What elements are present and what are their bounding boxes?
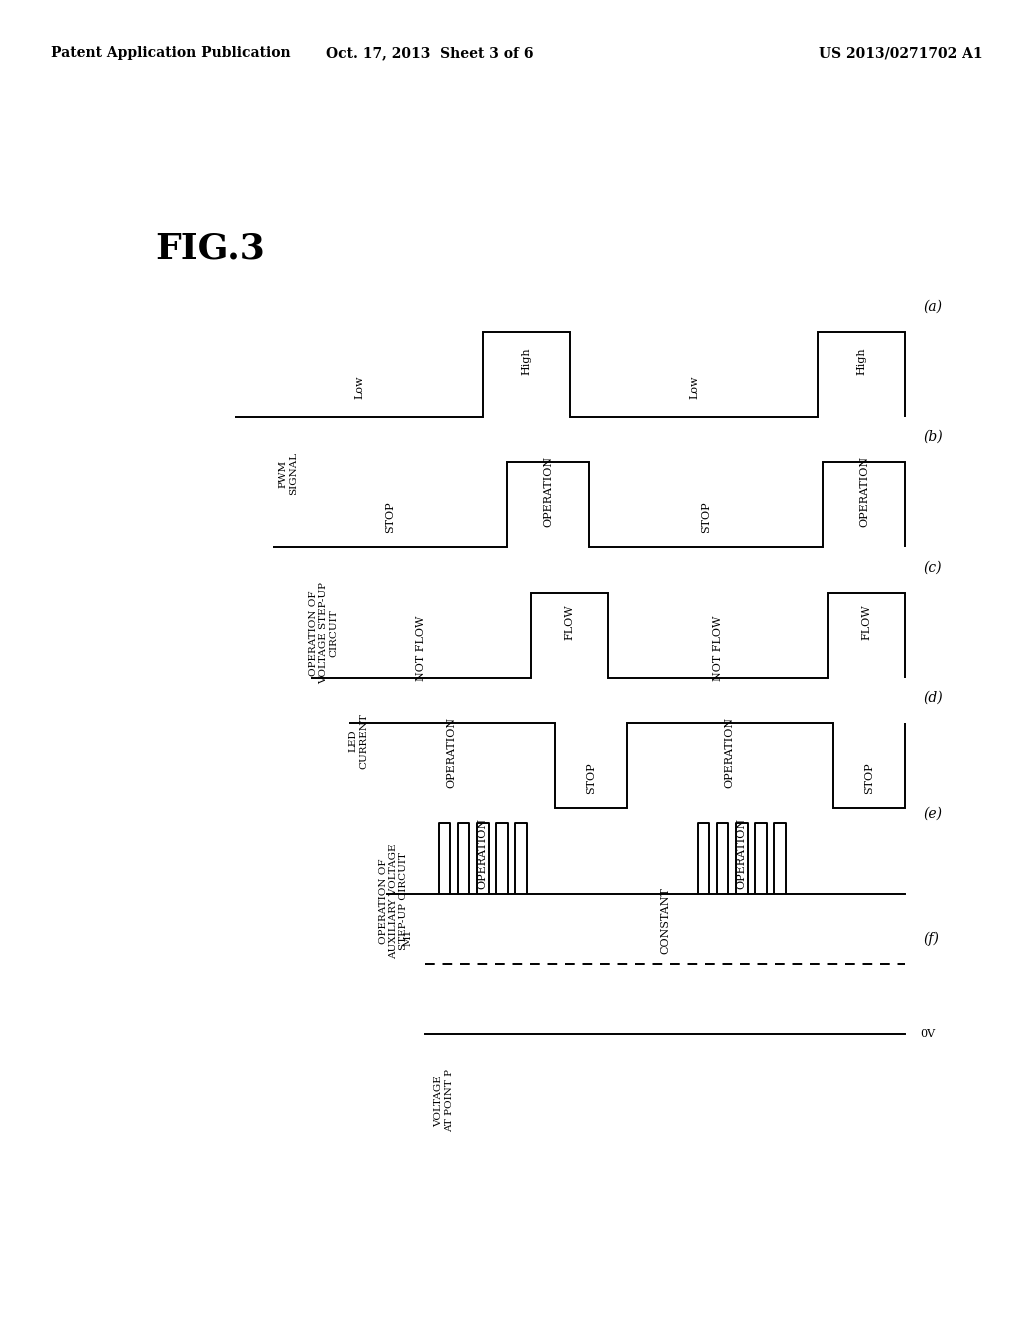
Text: (d): (d) <box>923 690 943 705</box>
Text: (b): (b) <box>923 430 943 444</box>
Text: Oct. 17, 2013  Sheet 3 of 6: Oct. 17, 2013 Sheet 3 of 6 <box>327 46 534 61</box>
Text: STOP: STOP <box>700 502 711 533</box>
Text: (c): (c) <box>923 561 941 574</box>
Text: OPERATION OF
VOLTAGE STEP-UP
CIRCUIT: OPERATION OF VOLTAGE STEP-UP CIRCUIT <box>308 582 339 685</box>
Text: NOT FLOW: NOT FLOW <box>713 615 723 681</box>
Text: OPERATION: OPERATION <box>737 818 746 888</box>
Text: VOLTAGE
AT POINT P: VOLTAGE AT POINT P <box>434 1069 454 1133</box>
Text: STOP: STOP <box>864 763 873 795</box>
Text: STOP: STOP <box>385 502 395 533</box>
Text: OPERATION: OPERATION <box>859 457 869 528</box>
Text: (e): (e) <box>923 807 942 820</box>
Text: High: High <box>856 347 866 375</box>
Text: OPERATION OF
AUXILIARY VOLTAGE
STEP-UP CIRCUIT: OPERATION OF AUXILIARY VOLTAGE STEP-UP C… <box>379 843 409 958</box>
Text: (f): (f) <box>923 932 939 946</box>
Text: STOP: STOP <box>586 763 596 795</box>
Text: Low: Low <box>354 375 364 399</box>
Text: OPERATION: OPERATION <box>478 818 487 888</box>
Text: NOT FLOW: NOT FLOW <box>416 615 426 681</box>
Text: OPERATION: OPERATION <box>725 717 735 788</box>
Text: 0V: 0V <box>920 1030 935 1039</box>
Text: FLOW: FLOW <box>564 605 574 640</box>
Text: M1: M1 <box>403 929 413 946</box>
Text: Patent Application Publication: Patent Application Publication <box>51 46 291 61</box>
Text: LED
CURRENT: LED CURRENT <box>349 713 369 768</box>
Text: CONSTANT: CONSTANT <box>660 887 670 954</box>
Text: FLOW: FLOW <box>861 605 871 640</box>
Text: Low: Low <box>689 375 699 399</box>
Text: OPERATION: OPERATION <box>446 717 457 788</box>
Text: PWM
SIGNAL: PWM SIGNAL <box>279 451 298 495</box>
Text: (a): (a) <box>923 300 942 314</box>
Text: US 2013/0271702 A1: US 2013/0271702 A1 <box>819 46 983 61</box>
Text: OPERATION: OPERATION <box>543 457 553 528</box>
Text: High: High <box>521 347 531 375</box>
Text: FIG.3: FIG.3 <box>155 231 265 265</box>
